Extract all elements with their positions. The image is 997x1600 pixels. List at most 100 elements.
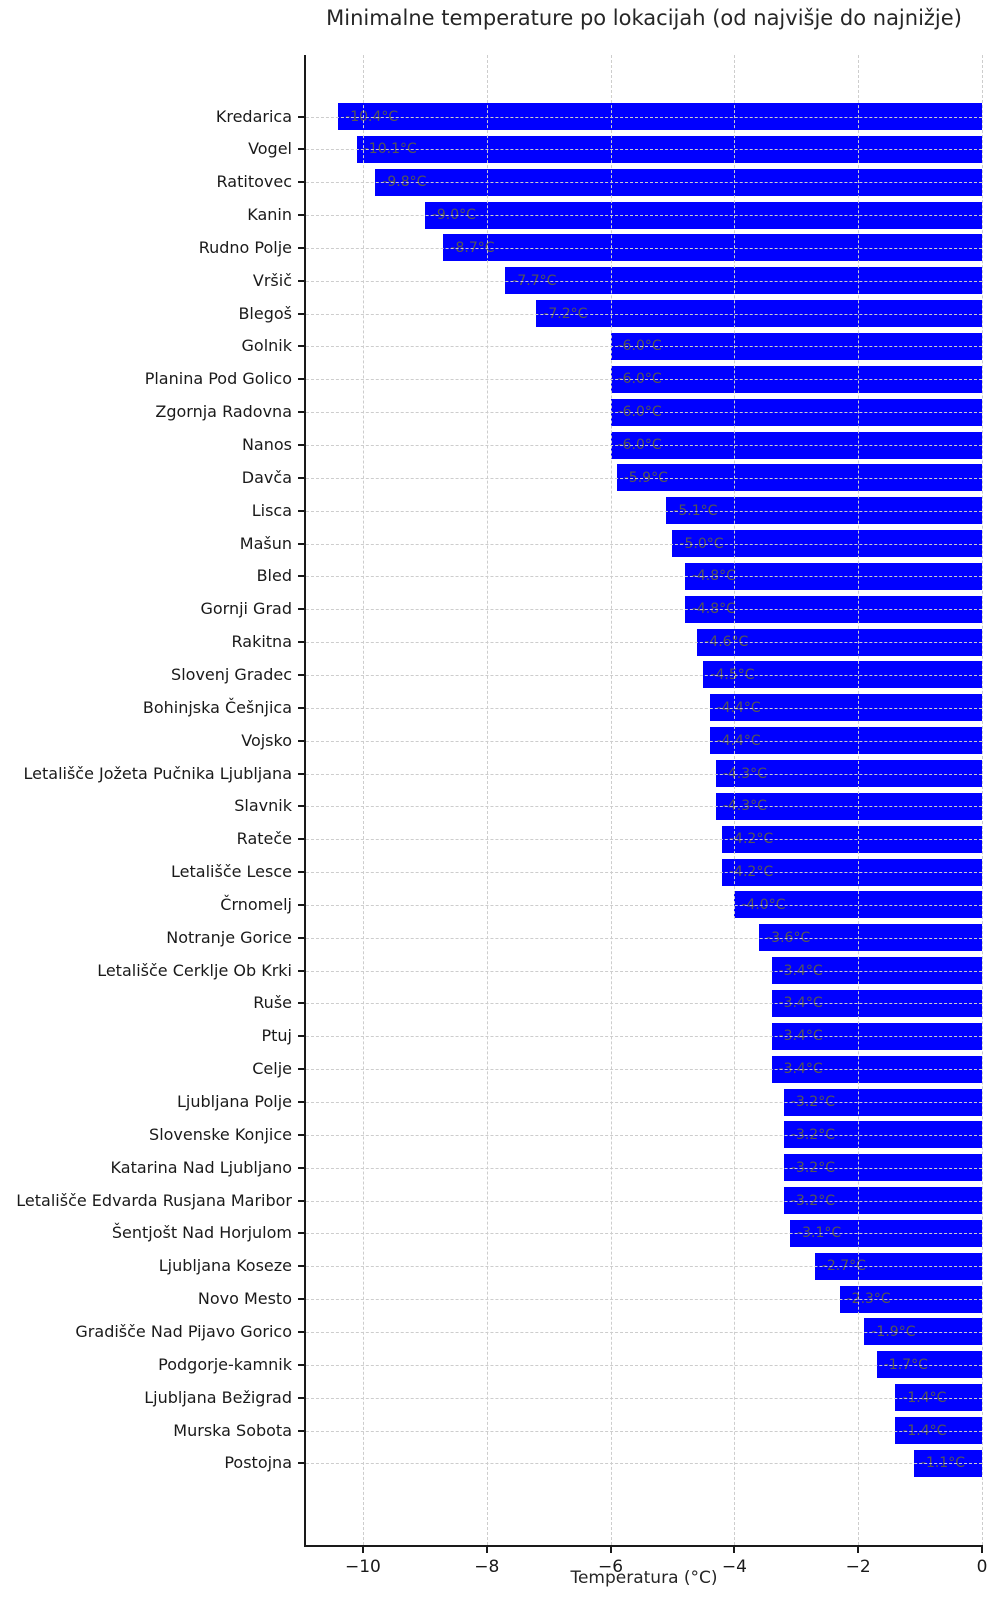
y-tick-mark [298, 1298, 306, 1301]
y-tick-label: Vojsko [241, 730, 292, 750]
horizontal-gridline [306, 1364, 982, 1366]
y-tick-label: Kredarica [215, 106, 292, 126]
y-tick-label: Gradišče Nad Pijavo Gorico [75, 1321, 292, 1341]
x-tick-mark [609, 1545, 612, 1553]
horizontal-gridline [306, 215, 982, 217]
y-tick-label: Slavnik [234, 796, 292, 816]
y-tick-mark [298, 936, 306, 939]
horizontal-gridline [306, 445, 982, 446]
horizontal-gridline [306, 1331, 982, 1333]
y-tick-mark [298, 1199, 306, 1202]
vertical-gridline [982, 55, 983, 1545]
horizontal-gridline [306, 1266, 982, 1268]
y-tick-mark [298, 1330, 306, 1333]
y-tick-label: Ljubljana Bežigrad [144, 1387, 292, 1407]
horizontal-gridline [306, 477, 982, 479]
horizontal-gridline [306, 116, 982, 118]
horizontal-gridline [306, 346, 982, 348]
y-tick-label: Rakitna [231, 632, 293, 652]
y-tick-mark [298, 1166, 306, 1169]
y-tick-mark [298, 641, 306, 644]
y-tick-label: Gornji Grad [200, 599, 292, 619]
y-tick-label: Nanos [241, 435, 292, 454]
vertical-gridline [610, 55, 612, 1545]
horizontal-gridline [306, 1430, 982, 1432]
horizontal-gridline [306, 1167, 982, 1169]
horizontal-gridline [306, 806, 982, 808]
y-tick-label: Bled [256, 566, 292, 586]
horizontal-gridline [306, 510, 982, 512]
y-tick-mark [298, 706, 306, 709]
horizontal-gridline [306, 149, 982, 151]
y-tick-mark [298, 838, 306, 841]
y-tick-mark [298, 772, 306, 775]
y-tick-label: Vogel [248, 139, 292, 159]
vertical-gridline [486, 55, 488, 1545]
y-tick-label: Celje [252, 1059, 292, 1079]
horizontal-gridline [306, 937, 982, 939]
y-tick-label: Davča [241, 467, 292, 487]
y-tick-label: Postojna [224, 1453, 292, 1473]
chart-title: Minimalne temperature po lokacijah (od n… [326, 6, 962, 30]
y-tick-label: Novo Mesto [197, 1289, 292, 1309]
x-axis-spine [304, 1545, 982, 1547]
x-tick-label: −8 [474, 1557, 500, 1577]
horizontal-gridline [306, 707, 982, 709]
y-tick-mark [298, 1068, 306, 1071]
y-tick-label: Lisca [251, 500, 292, 520]
y-tick-mark [298, 1002, 306, 1005]
horizontal-gridline [306, 247, 982, 249]
y-tick-mark [298, 1232, 306, 1235]
x-tick-mark [485, 1545, 488, 1553]
y-tick-label: Ljubljana Koseze [158, 1256, 292, 1276]
y-tick-label: Črnomelj [220, 894, 292, 914]
horizontal-gridline [306, 904, 982, 906]
y-tick-mark [298, 1265, 306, 1268]
y-tick-label: Letališče Jožeta Pučnika Ljubljana [23, 763, 292, 783]
y-tick-mark [298, 1101, 306, 1103]
horizontal-gridline [306, 182, 982, 184]
vertical-gridline [362, 55, 364, 1545]
y-tick-mark [298, 148, 306, 151]
y-tick-label: Letališče Cerklje Ob Krki [97, 960, 292, 980]
y-tick-mark [298, 312, 306, 315]
y-tick-label: Letališče Edvarda Rusjana Maribor [16, 1190, 292, 1210]
y-tick-label: Murska Sobota [173, 1420, 292, 1440]
y-tick-label: Šentjošt Nad Horjulom [111, 1223, 292, 1243]
horizontal-gridline [306, 740, 982, 742]
y-tick-mark [298, 1133, 306, 1136]
y-tick-mark [298, 279, 306, 282]
horizontal-gridline [306, 543, 982, 545]
horizontal-gridline [306, 412, 982, 414]
y-tick-mark [298, 246, 306, 249]
y-tick-label: Ljubljana Polje [177, 1092, 292, 1111]
y-tick-label: Mašun [239, 533, 292, 553]
horizontal-gridline [306, 1397, 982, 1399]
y-tick-mark [298, 345, 306, 348]
vertical-gridline [734, 55, 736, 1545]
y-tick-mark [298, 1396, 306, 1399]
x-tick-mark [361, 1545, 364, 1553]
y-tick-label: Letališče Lesce [171, 862, 292, 882]
horizontal-gridline [306, 280, 982, 282]
y-tick-label: Katarina Nad Ljubljano [110, 1157, 292, 1177]
y-tick-label: Planina Pod Golico [144, 369, 292, 389]
x-tick-mark [733, 1545, 736, 1553]
horizontal-gridline [306, 674, 982, 676]
y-tick-mark [298, 608, 306, 611]
x-axis-label: Temperatura (°C) [570, 1568, 718, 1588]
y-tick-mark [298, 1035, 306, 1038]
horizontal-gridline [306, 609, 982, 611]
horizontal-gridline [306, 839, 982, 841]
x-tick-label: −6 [598, 1557, 624, 1577]
y-tick-label: Slovenske Konjice [149, 1124, 292, 1144]
horizontal-gridline [306, 1069, 982, 1071]
y-tick-mark [298, 969, 306, 972]
x-tick-label: −10 [344, 1557, 381, 1577]
y-tick-mark [298, 575, 306, 578]
y-tick-mark [298, 476, 306, 479]
y-tick-label: Bohinjska Češnjica [142, 697, 292, 717]
y-tick-label: Rudno Polje [198, 237, 292, 257]
horizontal-gridline [306, 970, 982, 972]
